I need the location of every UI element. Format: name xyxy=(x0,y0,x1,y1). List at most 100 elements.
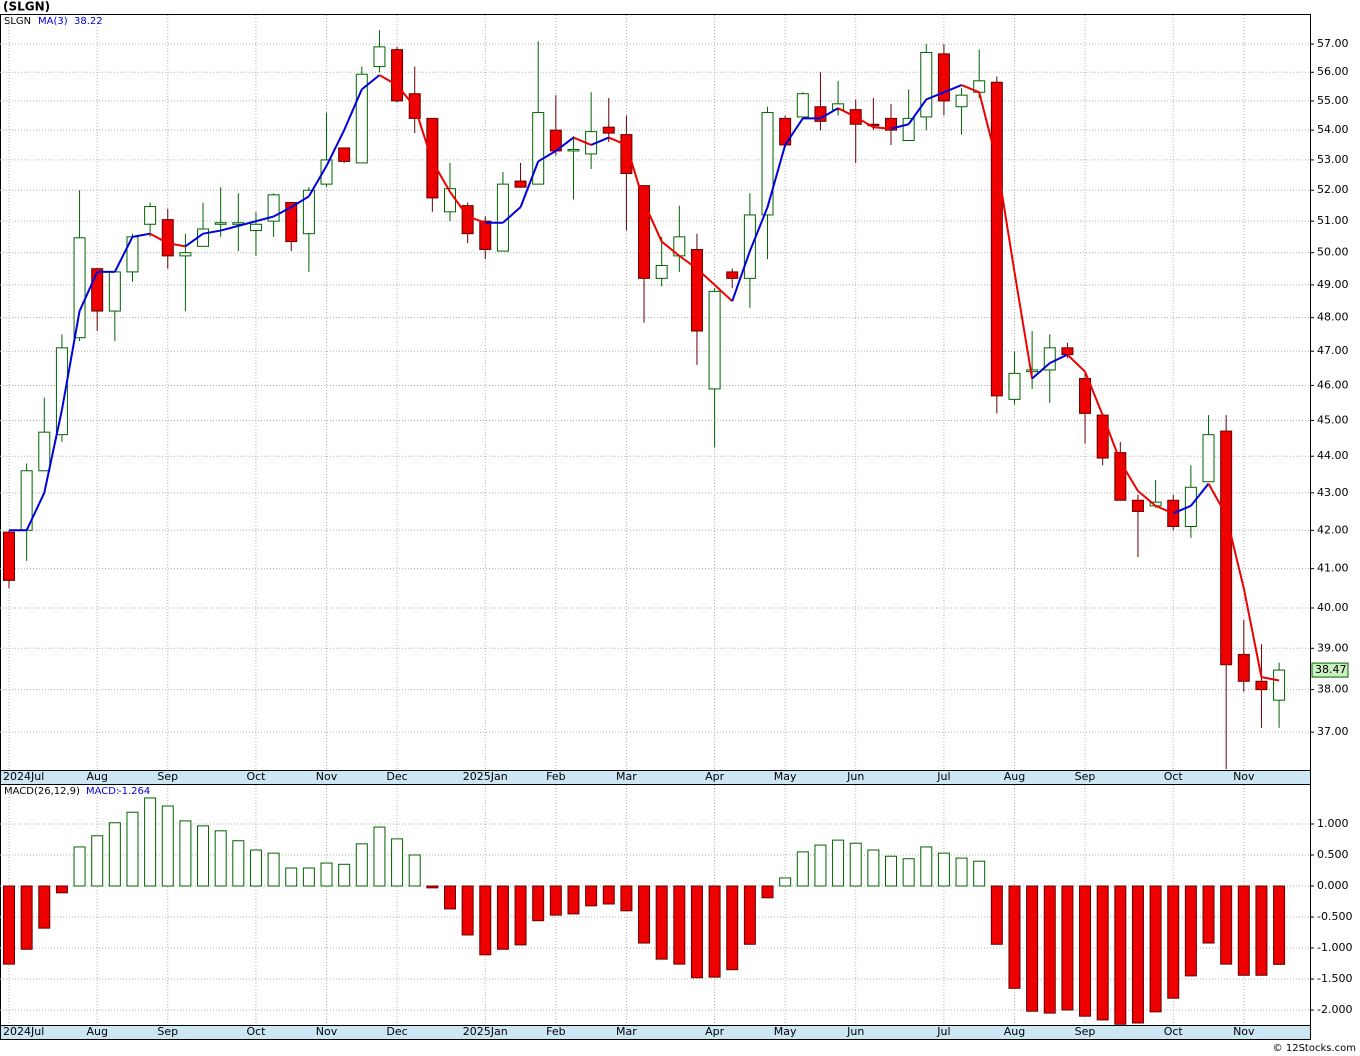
ma-line xyxy=(995,161,1016,273)
macd-bar xyxy=(1131,885,1144,1024)
y-tick-label: -0.500 xyxy=(1317,910,1352,923)
candle-body xyxy=(161,219,174,257)
ma-line xyxy=(255,215,274,223)
ma-line xyxy=(1225,514,1245,589)
candle-body xyxy=(620,134,633,174)
candle-body xyxy=(1043,347,1056,371)
candle-body xyxy=(249,223,262,232)
macd-bar xyxy=(373,826,386,887)
candle-body xyxy=(1026,369,1039,373)
candle-body xyxy=(126,236,139,273)
y-tick-label: 39.00 xyxy=(1317,641,1349,654)
macd-bar xyxy=(973,860,986,887)
x-tick-label: Sep xyxy=(1075,1025,1096,1038)
legend-ma: MA(3) xyxy=(38,16,68,27)
x-tick-label: Nov xyxy=(316,1025,338,1038)
macd-bar xyxy=(391,838,404,887)
candle-body xyxy=(3,531,15,581)
candle-body xyxy=(638,185,651,279)
candle-body xyxy=(779,117,792,146)
x-tick-label: Mar xyxy=(616,1025,637,1038)
macd-bar xyxy=(355,843,368,887)
macd-bar xyxy=(761,885,774,899)
candle-body xyxy=(937,53,950,102)
y-tick-label: 0.500 xyxy=(1317,848,1349,861)
x-tick-label: Oct xyxy=(246,770,266,783)
price-panel xyxy=(0,14,1311,771)
candle-body xyxy=(761,112,774,216)
macd-bar xyxy=(91,835,104,887)
ma-line xyxy=(1049,353,1068,365)
ma-line xyxy=(308,165,328,197)
ma-line xyxy=(873,126,892,130)
y-tick-label: 57.00 xyxy=(1317,37,1349,50)
candle-body xyxy=(373,46,386,68)
macd-bar xyxy=(1273,885,1286,965)
macd-bar xyxy=(267,852,280,887)
macd-bar xyxy=(638,885,651,944)
macd-bar xyxy=(1149,885,1162,1013)
ma-line xyxy=(220,224,239,232)
macd-bar xyxy=(1220,885,1233,965)
ma-line xyxy=(467,215,486,224)
ma-line xyxy=(731,250,751,302)
ma-line xyxy=(978,92,998,162)
ma-line xyxy=(696,267,716,286)
macd-bar xyxy=(1237,885,1250,976)
candle-body xyxy=(902,117,915,142)
x-tick-label: Nov xyxy=(1233,1025,1255,1038)
candle-body xyxy=(743,214,756,279)
macd-panel xyxy=(0,784,1311,1026)
macd-bar xyxy=(1096,885,1109,1021)
macd-bar xyxy=(514,885,527,946)
macd-bar xyxy=(937,852,950,887)
macd-bar xyxy=(743,885,756,945)
y-tick-label: 41.00 xyxy=(1317,562,1349,575)
ma-line xyxy=(961,84,980,94)
y-tick-label: 46.00 xyxy=(1317,378,1349,391)
macd-bar xyxy=(1202,885,1215,944)
x-tick-label: Jun xyxy=(846,770,864,783)
candle-body xyxy=(1220,430,1233,666)
x-tick-label: Aug xyxy=(1004,1025,1025,1038)
x-tick-label: Sep xyxy=(157,770,178,783)
y-tick-label: 50.00 xyxy=(1317,246,1349,259)
candle-body xyxy=(267,194,280,222)
ma-line xyxy=(396,84,416,108)
ma-line xyxy=(132,232,151,238)
ma-line xyxy=(890,123,909,130)
macd-bar xyxy=(249,849,262,887)
ma-line xyxy=(573,136,592,146)
macd-bar xyxy=(1043,885,1056,1014)
candle-body xyxy=(214,222,227,225)
candle-body xyxy=(461,205,474,235)
ma-line xyxy=(167,242,186,248)
ma-line xyxy=(43,409,63,494)
macd-bar xyxy=(444,885,456,910)
ma-line xyxy=(413,106,434,162)
y-tick-label: 47.00 xyxy=(1317,344,1349,357)
candle-body xyxy=(832,103,845,111)
macd-bar xyxy=(214,830,227,887)
macd-bar xyxy=(1079,885,1092,1017)
x-tick-label: Apr xyxy=(705,1025,725,1038)
ma-line xyxy=(1066,353,1086,373)
candle-body xyxy=(391,49,404,102)
macd-bar xyxy=(885,855,897,887)
ma-line xyxy=(343,88,363,131)
candle-body xyxy=(302,189,315,235)
x-tick-label: 2025Jan xyxy=(463,1025,508,1038)
macd-bar xyxy=(108,822,121,887)
macd-bar xyxy=(179,820,192,887)
candle-body xyxy=(1079,378,1092,414)
ma-line xyxy=(1242,588,1263,678)
candle-body xyxy=(55,347,68,436)
macd-name: MACD(26,12,9) xyxy=(4,786,80,797)
macd-bar xyxy=(38,885,51,929)
x-tick-label: Dec xyxy=(386,1025,407,1038)
legend-ma-value: 38.22 xyxy=(74,16,103,27)
ma-line xyxy=(766,144,787,208)
candle-body xyxy=(338,147,351,162)
candle-body xyxy=(885,117,897,131)
x-tick-label: Jul xyxy=(936,770,950,783)
